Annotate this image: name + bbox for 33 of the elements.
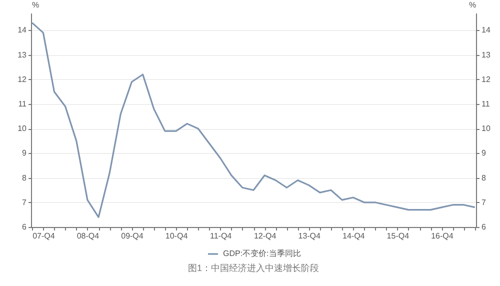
x-tick-label: 10-Q4 (165, 232, 188, 240)
y2-tick-label: 14 (482, 26, 491, 35)
x-tick-label: 14-Q4 (342, 232, 366, 240)
y2-tick-label: 8 (482, 173, 486, 182)
x-tick-label: 09-Q4 (121, 232, 144, 240)
x-tick-label: 15-Q4 (386, 232, 410, 240)
y-tick-label: 10 (18, 124, 28, 134)
line-series (31, 22, 476, 218)
y-tick-label: 11 (18, 100, 28, 109)
legend-label: GDP:不变价:当季同比 (223, 249, 301, 258)
y2-tick-label: 12 (482, 74, 491, 84)
y-tick-label: 13 (18, 50, 28, 60)
y-tick-label: 8 (22, 173, 28, 182)
y-tick-label: 6 (22, 222, 28, 232)
x-tick-label: 12-Q4 (254, 232, 277, 240)
y2-axis-title: % (468, 0, 476, 10)
y2-tick-label: 13 (482, 50, 491, 60)
text: 图1：中国经济进入中速增长阶段 (188, 263, 320, 273)
y2-tick-label: 11 (482, 100, 490, 109)
y-axis-title: % (32, 0, 40, 10)
x-tick-label: 07-Q4 (32, 232, 56, 240)
x-tick-label: 08-Q4 (76, 232, 100, 240)
x-tick-label: 11-Q4 (210, 232, 232, 240)
y2-tick-label: 7 (482, 198, 486, 207)
x-tick-label: 16-Q4 (431, 232, 454, 240)
x-tick-label: 13-Q4 (298, 232, 322, 240)
y-tick-label: 7 (22, 198, 28, 207)
y-tick-label: 9 (22, 148, 28, 158)
y-tick-label: 14 (18, 26, 28, 35)
y2-tick-label: 10 (482, 124, 491, 134)
y-tick-label: 12 (18, 74, 28, 84)
y2-tick-label: 6 (482, 222, 486, 232)
y2-tick-label: 9 (482, 148, 486, 158)
